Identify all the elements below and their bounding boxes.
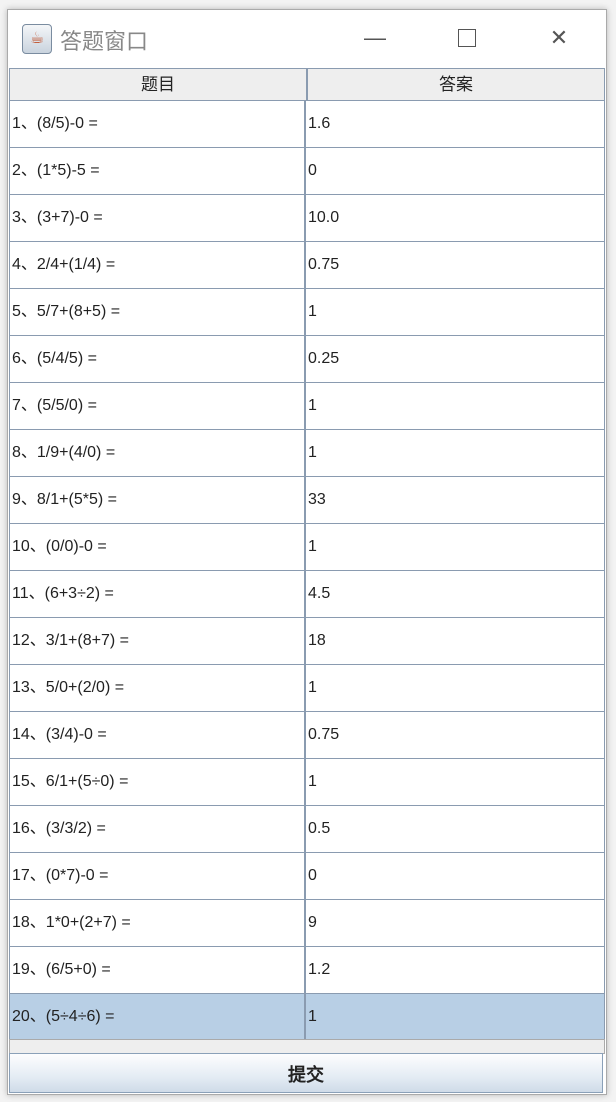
question-cell[interactable]: 4、2/4+(1/4) = <box>10 242 306 288</box>
java-cup-icon: ☕ <box>22 24 52 54</box>
answer-cell[interactable]: 0.75 <box>308 726 340 743</box>
answer-cell[interactable]: 10.0 <box>308 209 340 226</box>
answer-cell[interactable]: 0.5 <box>308 820 331 837</box>
question-cell[interactable]: 19、(6/5+0) = <box>10 947 306 993</box>
question-cell[interactable]: 15、6/1+(5÷0) = <box>10 759 306 805</box>
answer-cell[interactable]: 1.6 <box>308 115 331 132</box>
table-row[interactable]: 13、5/0+(2/0) = 1 <box>10 665 604 712</box>
table-row[interactable]: 8、1/9+(4/0) = 1 <box>10 430 604 477</box>
answer-cell[interactable]: 1 <box>308 303 317 320</box>
question-cell[interactable]: 10、(0/0)-0 = <box>10 524 306 570</box>
table-row[interactable]: 10、(0/0)-0 = 1 <box>10 524 604 571</box>
table-row[interactable]: 20、(5÷4÷6) = 1 <box>10 994 604 1041</box>
question-cell[interactable]: 11、(6+3÷2) = <box>10 571 306 617</box>
table-row[interactable]: 19、(6/5+0) = 1.2 <box>10 947 604 994</box>
table-row[interactable]: 11、(6+3÷2) = 4.5 <box>10 571 604 618</box>
question-cell[interactable]: 12、3/1+(8+7) = <box>10 618 306 664</box>
table-row[interactable]: 17、(0*7)-0 = 0 <box>10 853 604 900</box>
question-cell[interactable]: 17、(0*7)-0 = <box>10 853 306 899</box>
answer-cell[interactable]: 1 <box>308 444 317 461</box>
answer-cell[interactable]: 33 <box>308 491 326 508</box>
table-row[interactable]: 4、2/4+(1/4) = 0.75 <box>10 242 604 289</box>
question-cell[interactable]: 13、5/0+(2/0) = <box>10 665 306 711</box>
question-cell[interactable]: 5、5/7+(8+5) = <box>10 289 306 335</box>
table-row[interactable]: 15、6/1+(5÷0) = 1 <box>10 759 604 806</box>
table-row[interactable]: 12、3/1+(8+7) = 18 <box>10 618 604 665</box>
table-header: 题目 答案 <box>10 69 604 101</box>
question-cell[interactable]: 20、(5÷4÷6) = <box>10 994 306 1040</box>
answer-cell[interactable]: 4.5 <box>308 585 331 602</box>
table-row[interactable]: 18、1*0+(2+7) = 9 <box>10 900 604 947</box>
answer-cell[interactable]: 1 <box>308 679 317 696</box>
table-empty-area <box>9 1039 605 1054</box>
close-button[interactable]: ✕ <box>536 20 582 56</box>
table-row[interactable]: 6、(5/4/5) = 0.25 <box>10 336 604 383</box>
answer-cell[interactable]: 1 <box>308 1008 317 1025</box>
table-row[interactable]: 3、(3+7)-0 = 10.0 <box>10 195 604 242</box>
answer-cell[interactable]: 9 <box>308 914 317 931</box>
answer-cell[interactable]: 1 <box>308 538 317 555</box>
answer-cell[interactable]: 1.2 <box>308 961 331 978</box>
table-row[interactable]: 7、(5/5/0) = 1 <box>10 383 604 430</box>
window-title: 答题窗口 <box>60 29 149 54</box>
minimize-icon: — <box>364 25 386 50</box>
question-cell[interactable]: 7、(5/5/0) = <box>10 383 306 429</box>
answer-cell[interactable]: 0.25 <box>308 350 340 367</box>
table-row[interactable]: 14、(3/4)-0 = 0.75 <box>10 712 604 759</box>
answer-cell[interactable]: 1 <box>308 773 317 790</box>
maximize-button[interactable] <box>444 20 490 56</box>
question-cell[interactable]: 2、(1*5)-5 = <box>10 148 306 194</box>
table-row[interactable]: 16、(3/3/2) = 0.5 <box>10 806 604 853</box>
question-cell[interactable]: 8、1/9+(4/0) = <box>10 430 306 476</box>
table-row[interactable]: 9、8/1+(5*5) = 33 <box>10 477 604 524</box>
answer-window: ☕ 答题窗口 — ✕ 题目 答案 1、(8/5)-0 = 1.6 2、(1*5)-5… <box>7 9 607 1095</box>
question-cell[interactable]: 16、(3/3/2) = <box>10 806 306 852</box>
column-header-question[interactable]: 题目 <box>10 69 308 100</box>
question-cell[interactable]: 9、8/1+(5*5) = <box>10 477 306 523</box>
question-cell[interactable]: 6、(5/4/5) = <box>10 336 306 382</box>
question-table: 题目 答案 1、(8/5)-0 = 1.6 2、(1*5)-5 = 0 3、(3+7)-… <box>9 68 605 1042</box>
answer-cell[interactable]: 0.75 <box>308 256 340 273</box>
answer-cell[interactable]: 0 <box>308 867 317 884</box>
question-cell[interactable]: 14、(3/4)-0 = <box>10 712 306 758</box>
maximize-icon <box>458 29 476 47</box>
minimize-button[interactable]: — <box>352 20 398 56</box>
column-header-answer[interactable]: 答案 <box>439 75 473 94</box>
question-cell[interactable]: 1、(8/5)-0 = <box>10 101 306 147</box>
answer-cell[interactable]: 1 <box>308 397 317 414</box>
submit-button[interactable]: 提交 <box>9 1053 603 1093</box>
title-bar[interactable]: ☕ 答题窗口 — ✕ <box>8 10 606 67</box>
table-row[interactable]: 2、(1*5)-5 = 0 <box>10 148 604 195</box>
question-cell[interactable]: 18、1*0+(2+7) = <box>10 900 306 946</box>
close-icon: ✕ <box>549 25 569 50</box>
table-row[interactable]: 5、5/7+(8+5) = 1 <box>10 289 604 336</box>
answer-cell[interactable]: 0 <box>308 162 317 179</box>
table-row[interactable]: 1、(8/5)-0 = 1.6 <box>10 101 604 148</box>
answer-cell[interactable]: 18 <box>308 632 326 649</box>
question-cell[interactable]: 3、(3+7)-0 = <box>10 195 306 241</box>
